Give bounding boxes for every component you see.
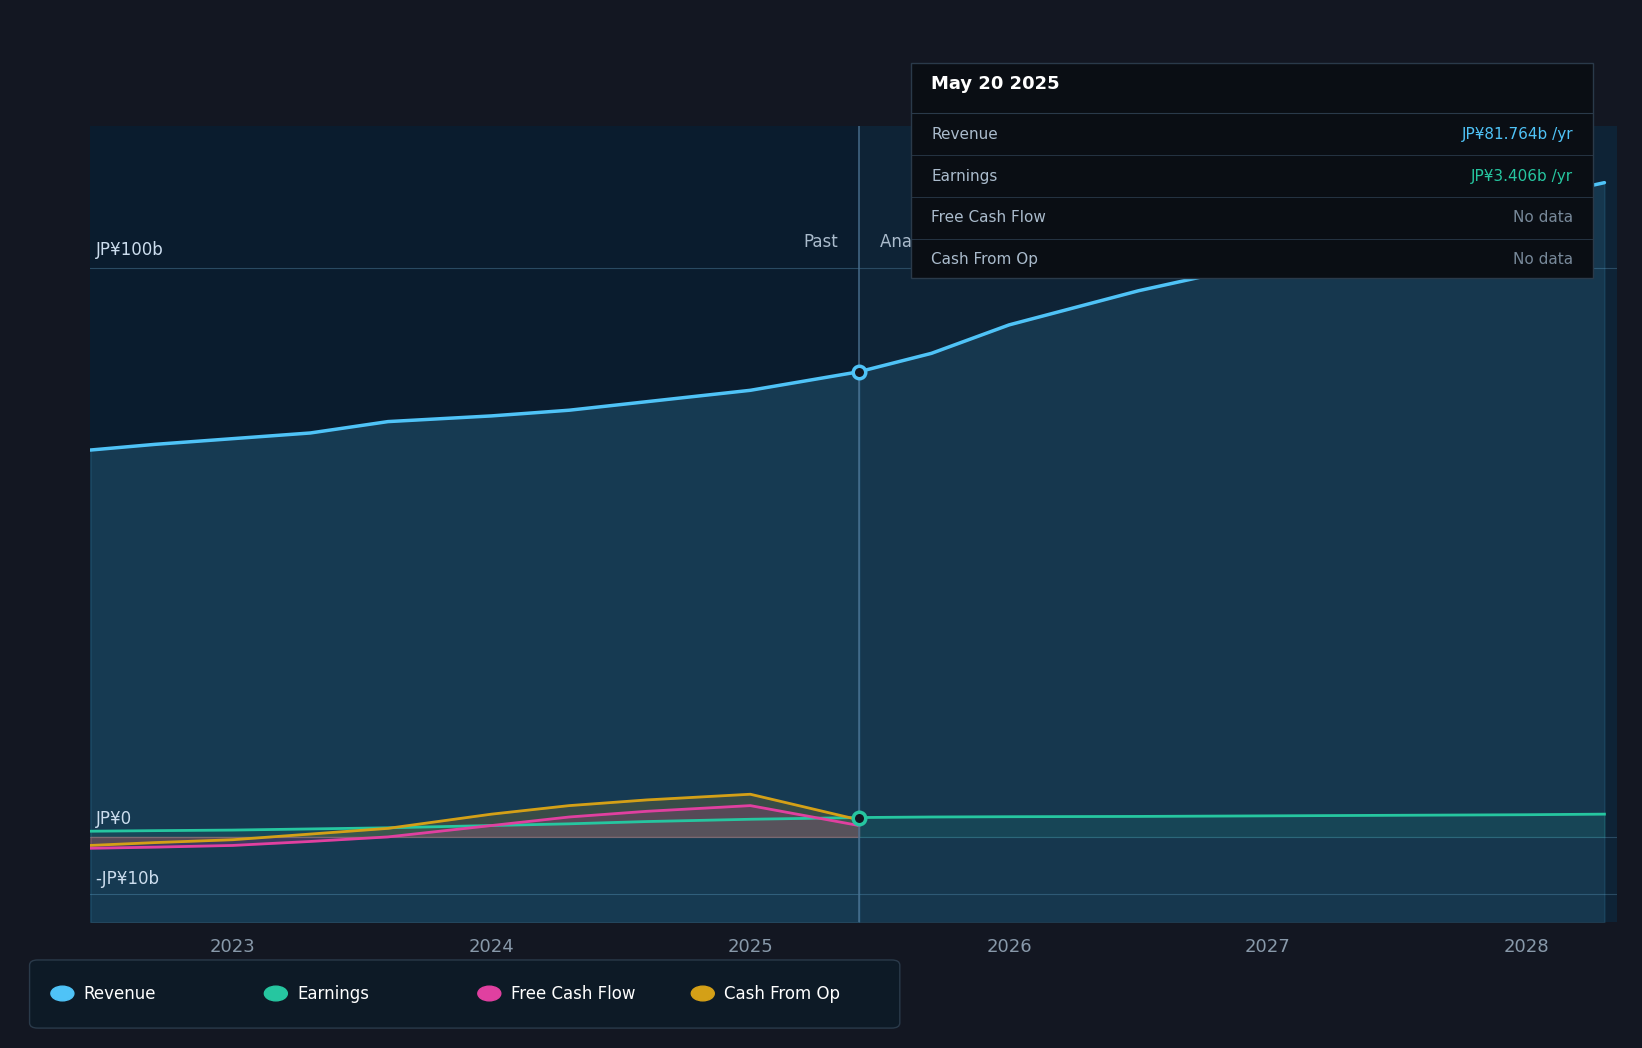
Text: Cash From Op: Cash From Op [724,984,841,1003]
FancyBboxPatch shape [90,126,859,922]
Text: JP¥100b: JP¥100b [95,241,163,260]
Text: Free Cash Flow: Free Cash Flow [511,984,635,1003]
Text: May 20 2025: May 20 2025 [931,75,1059,93]
Text: Analysts Forecasts: Analysts Forecasts [880,233,1034,250]
Text: JP¥0: JP¥0 [95,810,131,828]
Text: Revenue: Revenue [84,984,156,1003]
Text: Earnings: Earnings [297,984,369,1003]
Text: JP¥81.764b /yr: JP¥81.764b /yr [1461,127,1573,141]
Text: No data: No data [1512,211,1573,225]
Text: Revenue: Revenue [931,127,998,141]
Text: Past: Past [803,233,839,250]
Text: JP¥3.406b /yr: JP¥3.406b /yr [1471,169,1573,183]
Text: Free Cash Flow: Free Cash Flow [931,211,1046,225]
Text: No data: No data [1512,253,1573,267]
Text: -JP¥10b: -JP¥10b [95,870,159,888]
Text: Cash From Op: Cash From Op [931,253,1038,267]
Text: Earnings: Earnings [931,169,997,183]
